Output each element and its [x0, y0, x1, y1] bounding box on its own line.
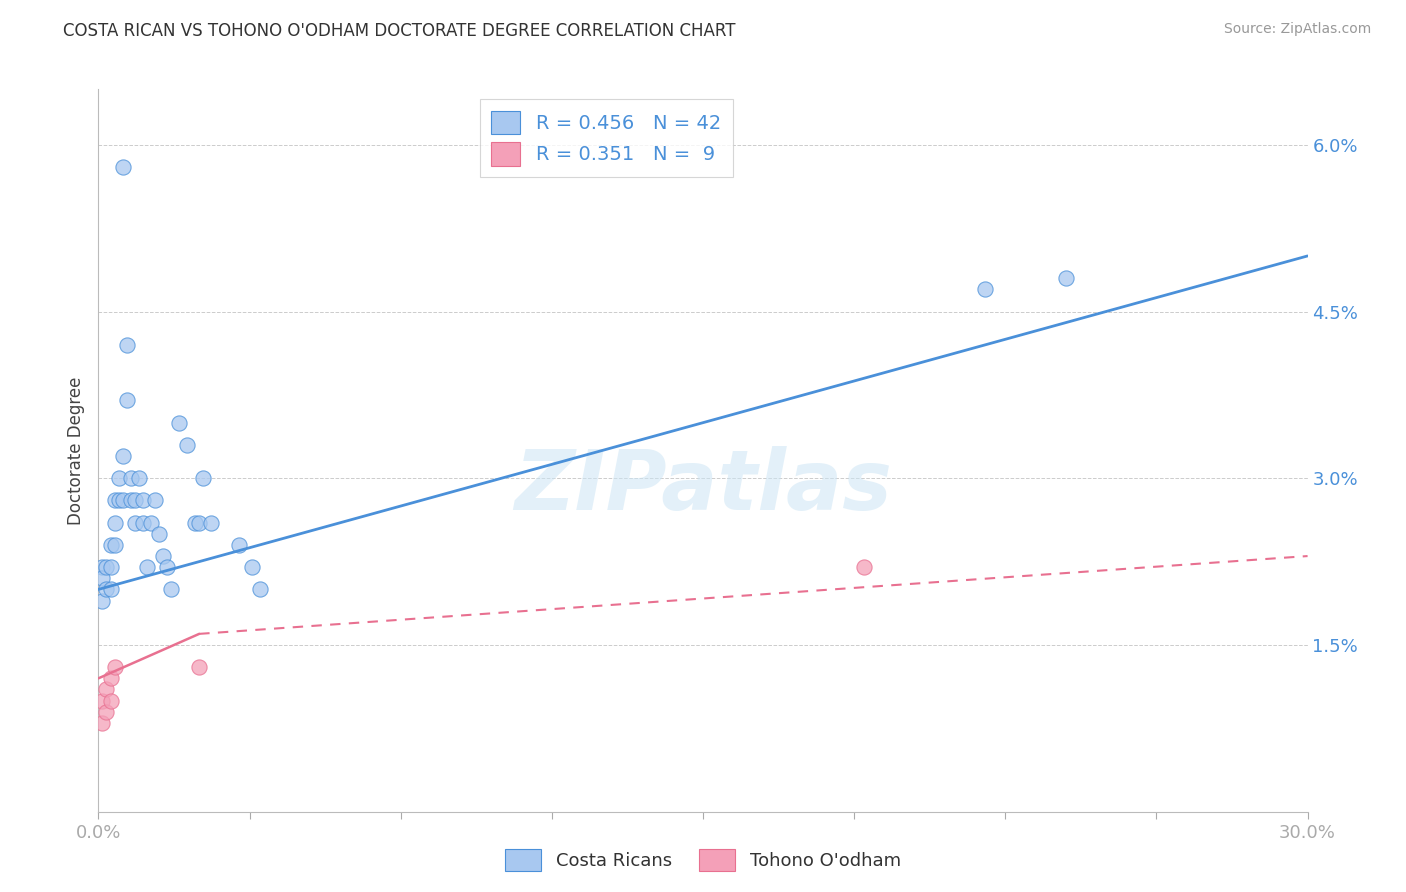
Y-axis label: Doctorate Degree: Doctorate Degree — [66, 376, 84, 524]
Point — [184, 516, 207, 530]
Text: COSTA RICAN VS TOHONO O'ODHAM DOCTORATE DEGREE CORRELATION CHART: COSTA RICAN VS TOHONO O'ODHAM DOCTORATE … — [63, 22, 735, 40]
Point — [240, 560, 263, 574]
Point — [132, 493, 155, 508]
Point — [91, 560, 114, 574]
Point — [100, 671, 122, 685]
Text: ZIPatlas: ZIPatlas — [515, 446, 891, 527]
Point — [111, 160, 134, 174]
Point — [91, 715, 114, 730]
Point — [96, 705, 118, 719]
Point — [96, 582, 118, 597]
Point — [115, 393, 138, 408]
Point — [107, 471, 129, 485]
Point — [143, 493, 166, 508]
Point — [188, 660, 211, 674]
Point — [135, 560, 157, 574]
Point — [96, 682, 118, 697]
Point — [200, 516, 222, 530]
Legend: Costa Ricans, Tohono O'odham: Costa Ricans, Tohono O'odham — [498, 842, 908, 879]
Point — [853, 560, 876, 574]
Point — [103, 493, 125, 508]
Point — [974, 282, 997, 296]
Point — [103, 516, 125, 530]
Point — [124, 516, 146, 530]
Point — [103, 538, 125, 552]
Point — [100, 693, 122, 707]
Point — [91, 693, 114, 707]
Point — [115, 338, 138, 352]
Point — [111, 449, 134, 463]
Point — [103, 660, 125, 674]
Point — [124, 493, 146, 508]
Point — [188, 516, 211, 530]
Point — [228, 538, 250, 552]
Point — [111, 493, 134, 508]
Point — [128, 471, 150, 485]
Point — [156, 560, 179, 574]
Point — [100, 582, 122, 597]
Text: Source: ZipAtlas.com: Source: ZipAtlas.com — [1223, 22, 1371, 37]
Point — [152, 549, 174, 563]
Point — [148, 526, 170, 541]
Legend: R = 0.456   N = 42, R = 0.351   N =  9: R = 0.456 N = 42, R = 0.351 N = 9 — [479, 99, 733, 178]
Point — [120, 493, 142, 508]
Point — [100, 560, 122, 574]
Point — [139, 516, 162, 530]
Point — [120, 471, 142, 485]
Point — [91, 593, 114, 607]
Point — [160, 582, 183, 597]
Point — [100, 538, 122, 552]
Point — [1054, 271, 1077, 285]
Point — [107, 493, 129, 508]
Point — [193, 471, 215, 485]
Point — [167, 416, 190, 430]
Point — [96, 560, 118, 574]
Point — [132, 516, 155, 530]
Point — [249, 582, 271, 597]
Point — [176, 438, 198, 452]
Point — [91, 571, 114, 585]
